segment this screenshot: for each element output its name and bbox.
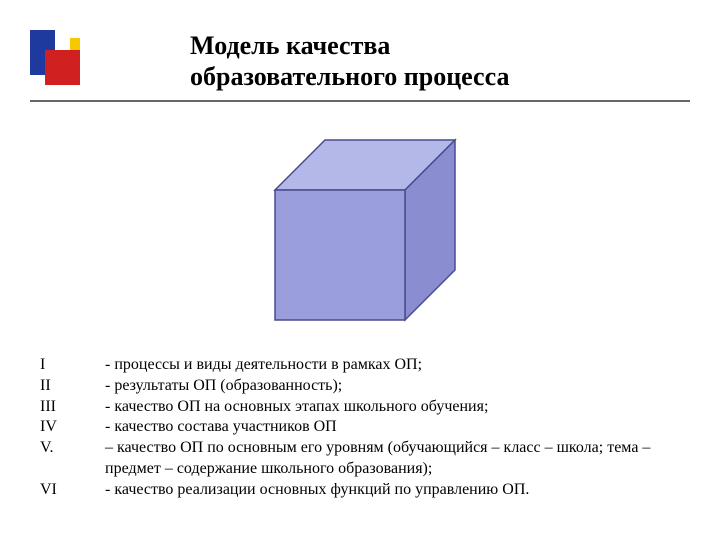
list-item: VI - качество реализации основных функци… bbox=[40, 480, 680, 501]
list-item: IV- качество состава участников ОП bbox=[40, 417, 680, 438]
list-item-number: III bbox=[40, 397, 105, 418]
title-divider bbox=[30, 100, 690, 102]
list-item-number: II bbox=[40, 376, 105, 397]
logo-red-block bbox=[45, 50, 80, 85]
title-line-1: Модель качества bbox=[190, 30, 509, 61]
list-item: I- процессы и виды деятельности в рамках… bbox=[40, 355, 680, 376]
list-item-text: - процессы и виды деятельности в рамках … bbox=[105, 355, 680, 376]
list-item-number: V. bbox=[40, 438, 105, 459]
list-item-text: - качество реализации основных функций п… bbox=[105, 480, 680, 501]
cube-svg bbox=[255, 135, 465, 330]
cube-diagram bbox=[255, 135, 455, 320]
definition-list: I- процессы и виды деятельности в рамках… bbox=[40, 355, 680, 501]
logo-yellow-block bbox=[70, 38, 80, 50]
list-item-number: I bbox=[40, 355, 105, 376]
slide-logo bbox=[30, 30, 80, 80]
list-item-text: - качество ОП на основных этапах школьно… bbox=[105, 397, 680, 418]
title-line-2: образовательного процесса bbox=[190, 61, 509, 92]
list-item: II- результаты ОП (образованность); bbox=[40, 376, 680, 397]
list-item-number: IV bbox=[40, 417, 105, 438]
slide-title: Модель качества образовательного процесс… bbox=[190, 30, 509, 92]
list-item: III- качество ОП на основных этапах школ… bbox=[40, 397, 680, 418]
list-item-text: - результаты ОП (образованность); bbox=[105, 376, 680, 397]
list-item: V.– качество ОП по основным его уровням … bbox=[40, 438, 680, 480]
list-item-text: - качество состава участников ОП bbox=[105, 417, 680, 438]
list-item-number: VI bbox=[40, 480, 105, 501]
list-item-text: – качество ОП по основным его уровням (о… bbox=[105, 438, 680, 480]
